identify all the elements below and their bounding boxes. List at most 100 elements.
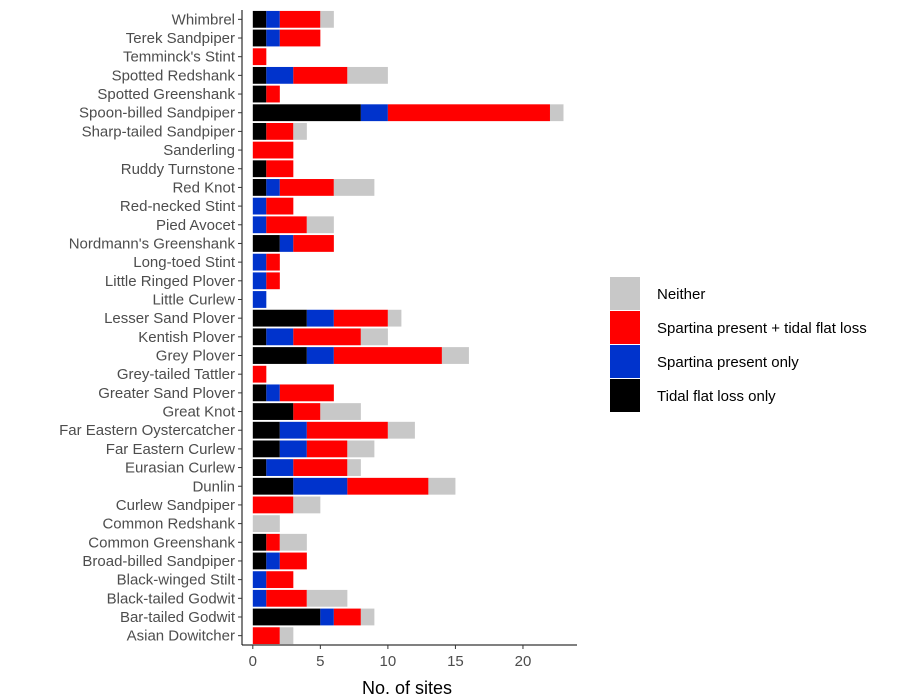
- bar-grey-plover-spartina-present-only: [306, 347, 334, 364]
- y-tick-label: Common Greenshank: [88, 534, 235, 551]
- bar-sanderling-spartina-present-tidal-flat-loss: [252, 141, 294, 159]
- bar-little-ringed-plover-spartina-present-tidal-flat-loss: [266, 272, 280, 290]
- bars-layer: [252, 10, 564, 645]
- y-tick-label: Spotted Redshank: [112, 67, 236, 84]
- bar-spotted-greenshank-spartina-present-tidal-flat-loss: [266, 85, 280, 103]
- bar-common-greenshank-neither: [279, 533, 307, 551]
- y-tick-label: Lesser Sand Plover: [104, 310, 235, 327]
- y-tick-label: Black-winged Stilt: [117, 572, 236, 589]
- y-tick-label: Broad-billed Sandpiper: [82, 553, 235, 570]
- bar-red-knot-spartina-present-tidal-flat-loss: [279, 179, 334, 196]
- bar-terek-sandpiper-spartina-present-tidal-flat-loss: [279, 29, 321, 47]
- legend-label-spartina-present-only: Spartina present only: [657, 354, 799, 371]
- x-tick-label: 20: [515, 653, 532, 670]
- bar-sharp-tailed-sandpiper-spartina-present-tidal-flat-loss: [266, 122, 294, 140]
- bar-common-redshank-neither: [252, 515, 280, 533]
- y-tick-label: Red-necked Stint: [120, 198, 236, 215]
- bar-black-tailed-godwit-spartina-present-only: [252, 589, 267, 607]
- legend-label-spartina-present-tidal-flat-loss: Spartina present + tidal flat loss: [657, 320, 867, 337]
- legend: Neither Spartina present + tidal flat los…: [610, 277, 867, 412]
- y-tick-label: Bar-tailed Godwit: [120, 609, 236, 626]
- bar-temminck-s-stint-spartina-present-tidal-flat-loss: [252, 48, 267, 66]
- bar-far-eastern-oystercatcher-spartina-present-only: [279, 421, 307, 439]
- legend-label-neither: Neither: [657, 286, 705, 303]
- bar-eurasian-curlew-neither: [347, 459, 361, 476]
- y-tick-label: Temminck's Stint: [123, 49, 236, 66]
- legend-swatch-spartina-present-only: [610, 345, 640, 378]
- bar-eurasian-curlew-spartina-present-tidal-flat-loss: [293, 459, 348, 476]
- bar-grey-plover-spartina-present-tidal-flat-loss: [333, 347, 442, 364]
- y-tick-label: Spotted Greenshank: [97, 86, 235, 103]
- bar-pied-avocet-spartina-present-tidal-flat-loss: [266, 216, 307, 234]
- bar-spotted-redshank-spartina-present-only: [266, 66, 294, 84]
- bar-asian-dowitcher-neither: [279, 627, 294, 645]
- y-tick-label: Great Knot: [162, 404, 235, 421]
- bar-spoon-billed-sandpiper-neither: [549, 104, 564, 122]
- y-tick-label: Pied Avocet: [156, 217, 236, 234]
- y-tick-label: Dunlin: [192, 478, 235, 495]
- bar-lesser-sand-plover-spartina-present-tidal-flat-loss: [333, 309, 388, 327]
- bar-lesser-sand-plover-neither: [387, 309, 402, 327]
- bar-eurasian-curlew-tidal-flat-loss-only: [252, 459, 267, 476]
- legend-swatch-neither: [610, 277, 640, 310]
- bar-greater-sand-plover-spartina-present-only: [266, 384, 280, 402]
- y-tick-label: Black-tailed Godwit: [107, 590, 236, 607]
- bar-bar-tailed-godwit-spartina-present-tidal-flat-loss: [333, 608, 361, 626]
- x-tick-label: 15: [447, 653, 464, 670]
- bar-red-knot-neither: [333, 179, 375, 196]
- x-axis-ticks: 0 5 10 15 20: [249, 645, 532, 670]
- bar-lesser-sand-plover-tidal-flat-loss-only: [252, 309, 307, 327]
- bar-kentish-plover-tidal-flat-loss-only: [252, 328, 267, 346]
- y-tick-label: Far Eastern Oystercatcher: [59, 422, 235, 439]
- bar-grey-tailed-tattler-spartina-present-tidal-flat-loss: [252, 365, 267, 383]
- y-tick-label: Grey-tailed Tattler: [117, 366, 235, 383]
- y-tick-label: Terek Sandpiper: [126, 30, 235, 47]
- bar-pied-avocet-neither: [306, 216, 334, 234]
- legend-label-tidal-flat-loss-only: Tidal flat loss only: [657, 388, 776, 405]
- y-tick-label: Little Curlew: [152, 291, 235, 308]
- y-tick-label: Red Knot: [172, 179, 235, 196]
- bar-far-eastern-curlew-spartina-present-only: [279, 440, 307, 458]
- bar-nordmann-s-greenshank-spartina-present-only: [279, 235, 294, 252]
- legend-swatch-spartina-present-tidal-flat-loss: [610, 311, 640, 344]
- bar-ruddy-turnstone-spartina-present-tidal-flat-loss: [266, 160, 294, 178]
- legend-swatch-tidal-flat-loss-only: [610, 379, 640, 412]
- bar-dunlin-spartina-present-tidal-flat-loss: [347, 477, 429, 495]
- bar-red-knot-spartina-present-only: [266, 179, 280, 196]
- bar-broad-billed-sandpiper-spartina-present-only: [266, 552, 280, 570]
- y-tick-label: Spoon-billed Sandpiper: [79, 105, 235, 122]
- y-tick-label: Whimbrel: [172, 11, 235, 28]
- bar-nordmann-s-greenshank-tidal-flat-loss-only: [252, 235, 280, 252]
- bar-curlew-sandpiper-neither: [293, 496, 321, 514]
- bar-little-ringed-plover-spartina-present-only: [252, 272, 267, 290]
- bar-common-greenshank-tidal-flat-loss-only: [252, 533, 267, 551]
- bar-dunlin-neither: [428, 477, 456, 495]
- bar-kentish-plover-neither: [360, 328, 388, 346]
- bar-whimbrel-spartina-present-only: [266, 10, 280, 28]
- x-tick-label: 5: [316, 653, 324, 670]
- bar-whimbrel-tidal-flat-loss-only: [252, 10, 267, 28]
- bar-kentish-plover-spartina-present-tidal-flat-loss: [293, 328, 361, 346]
- bar-red-necked-stint-spartina-present-only: [252, 197, 267, 215]
- y-tick-label: Little Ringed Plover: [105, 273, 235, 290]
- bar-whimbrel-neither: [320, 10, 334, 28]
- bar-bar-tailed-godwit-spartina-present-only: [320, 608, 334, 626]
- x-tick-label: 10: [380, 653, 397, 670]
- bar-red-necked-stint-spartina-present-tidal-flat-loss: [266, 197, 294, 215]
- bar-far-eastern-oystercatcher-tidal-flat-loss-only: [252, 421, 280, 439]
- bar-ruddy-turnstone-tidal-flat-loss-only: [252, 160, 267, 178]
- y-tick-label: Far Eastern Curlew: [106, 441, 235, 458]
- x-tick-label: 0: [249, 653, 257, 670]
- x-axis-title: No. of sites: [362, 678, 452, 698]
- bar-far-eastern-oystercatcher-neither: [387, 421, 415, 439]
- bar-greater-sand-plover-tidal-flat-loss-only: [252, 384, 267, 402]
- bar-sharp-tailed-sandpiper-tidal-flat-loss-only: [252, 122, 267, 140]
- y-tick-label: Nordmann's Greenshank: [69, 235, 236, 252]
- bar-black-tailed-godwit-neither: [306, 589, 348, 607]
- bar-kentish-plover-spartina-present-only: [266, 328, 294, 346]
- y-tick-label: Ruddy Turnstone: [121, 161, 235, 178]
- bar-long-toed-stint-spartina-present-tidal-flat-loss: [266, 253, 280, 271]
- bar-pied-avocet-spartina-present-only: [252, 216, 267, 234]
